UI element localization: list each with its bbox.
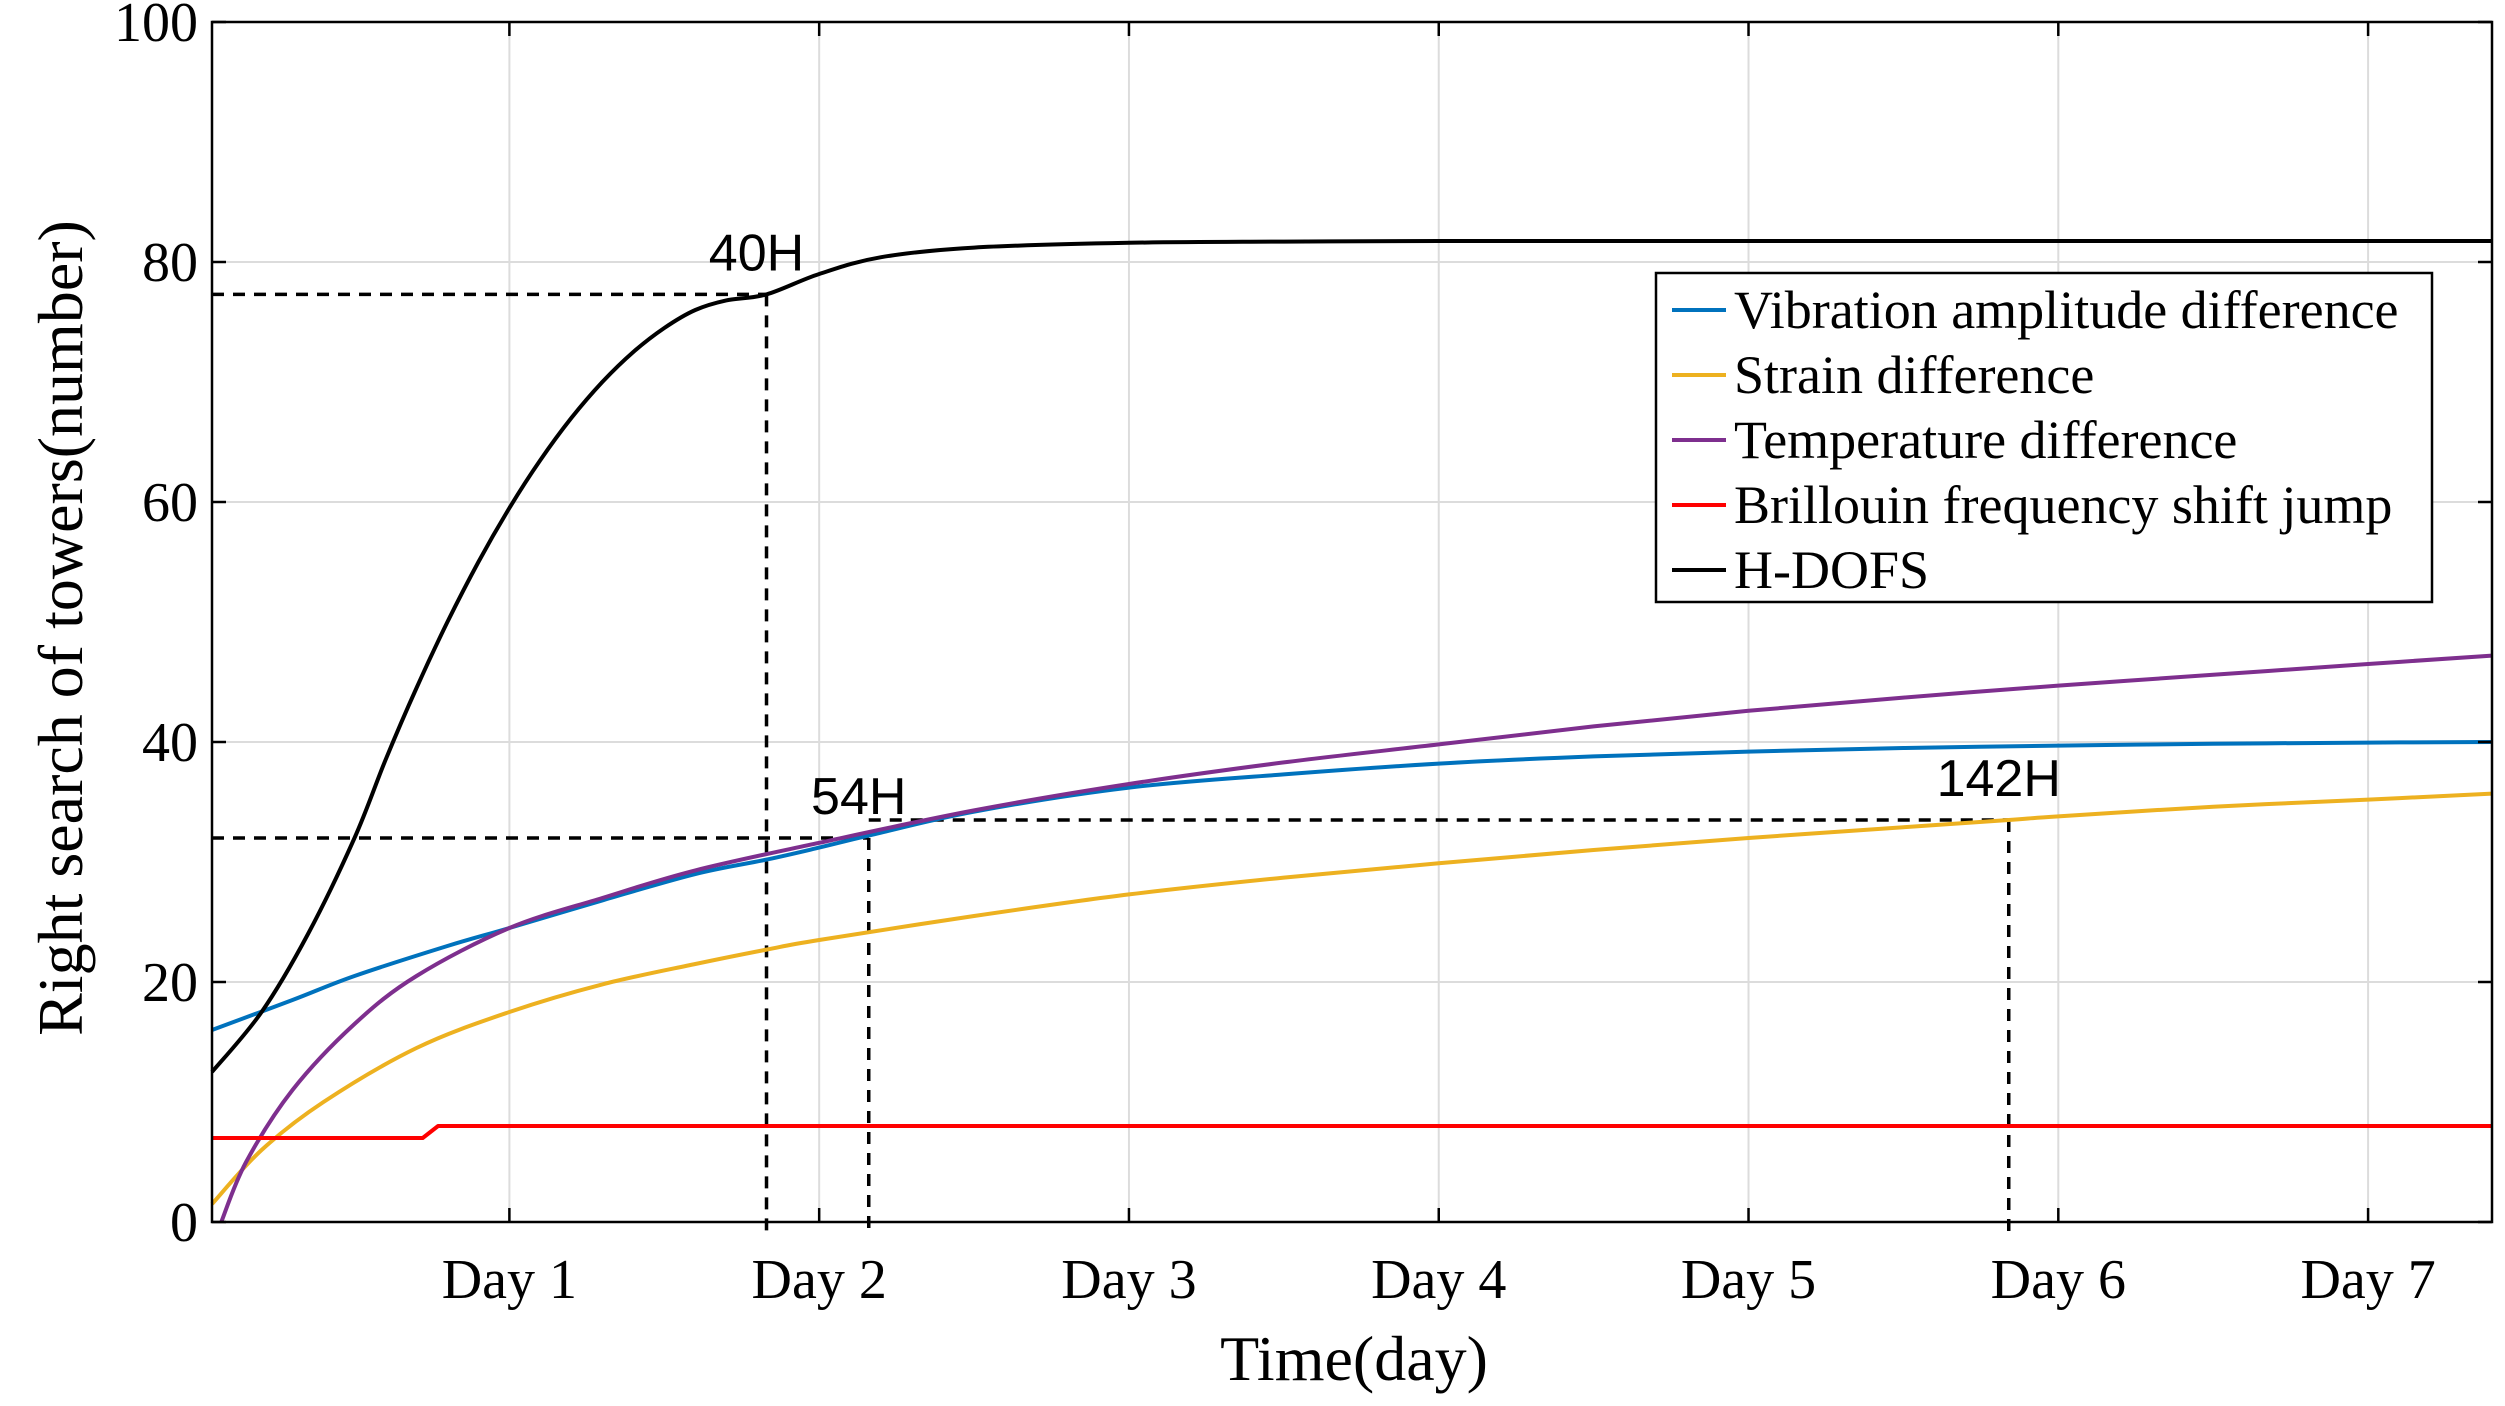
annotation-labels: 40H 54H 142H: [709, 224, 2061, 826]
series-line-strain-difference: [210, 791, 2493, 1206]
x-tick-label: Day 5: [1681, 1249, 1816, 1311]
legend-label-brillouin-frequency-shift-jump: Brillouin frequency shift jump: [1734, 475, 2392, 535]
y-tick-label: 0: [170, 1192, 198, 1254]
series-line-h-dofs: [210, 238, 2492, 1074]
annotation-40h: 40H: [709, 224, 804, 282]
legend-label-vibration-amplitude-difference: Vibration amplitude difference: [1734, 280, 2399, 340]
series-line-temperature-difference: [219, 653, 2493, 1223]
x-tick-label: Day 1: [442, 1249, 577, 1311]
y-tick-label: 60: [142, 472, 198, 534]
legend-label-strain-difference: Strain difference: [1734, 345, 2094, 405]
legend-label-h-dofs: H-DOFS: [1734, 540, 1929, 600]
axes: [210, 20, 2494, 1224]
x-tick-label: Day 2: [752, 1249, 887, 1311]
plot-frame: [210, 20, 2494, 1224]
y-tick-label: 40: [142, 712, 198, 774]
y-tick-label: 100: [114, 0, 198, 54]
annotation-142h: 142H: [1937, 750, 2061, 808]
series-line-brillouin-frequency-shift-jump: [212, 1124, 2492, 1140]
y-tick-label: 20: [142, 952, 198, 1014]
x-tick-label: Day 4: [1371, 1249, 1506, 1311]
x-axis-title: Time(day): [1220, 1323, 1488, 1394]
annotation-54h: 54H: [811, 768, 906, 826]
series-lines: [210, 238, 2493, 1223]
x-tick-label: Day 7: [2300, 1249, 2435, 1311]
x-tick-label: Day 6: [1991, 1249, 2126, 1311]
guide-lines: [212, 292, 2011, 1232]
x-tick-label: Day 3: [1061, 1249, 1196, 1311]
legend-box: [1654, 271, 2434, 604]
tick-labels: Day 1 Day 2 Day 3 Day 4 Day 5 Day 6 Day 7 0 20 40…: [114, 0, 2436, 1311]
y-tick-label: 80: [142, 232, 198, 294]
legend-label-temperature-difference: Temperature difference: [1734, 410, 2237, 470]
y-axis-title: Right search of towers(number): [25, 220, 96, 1036]
